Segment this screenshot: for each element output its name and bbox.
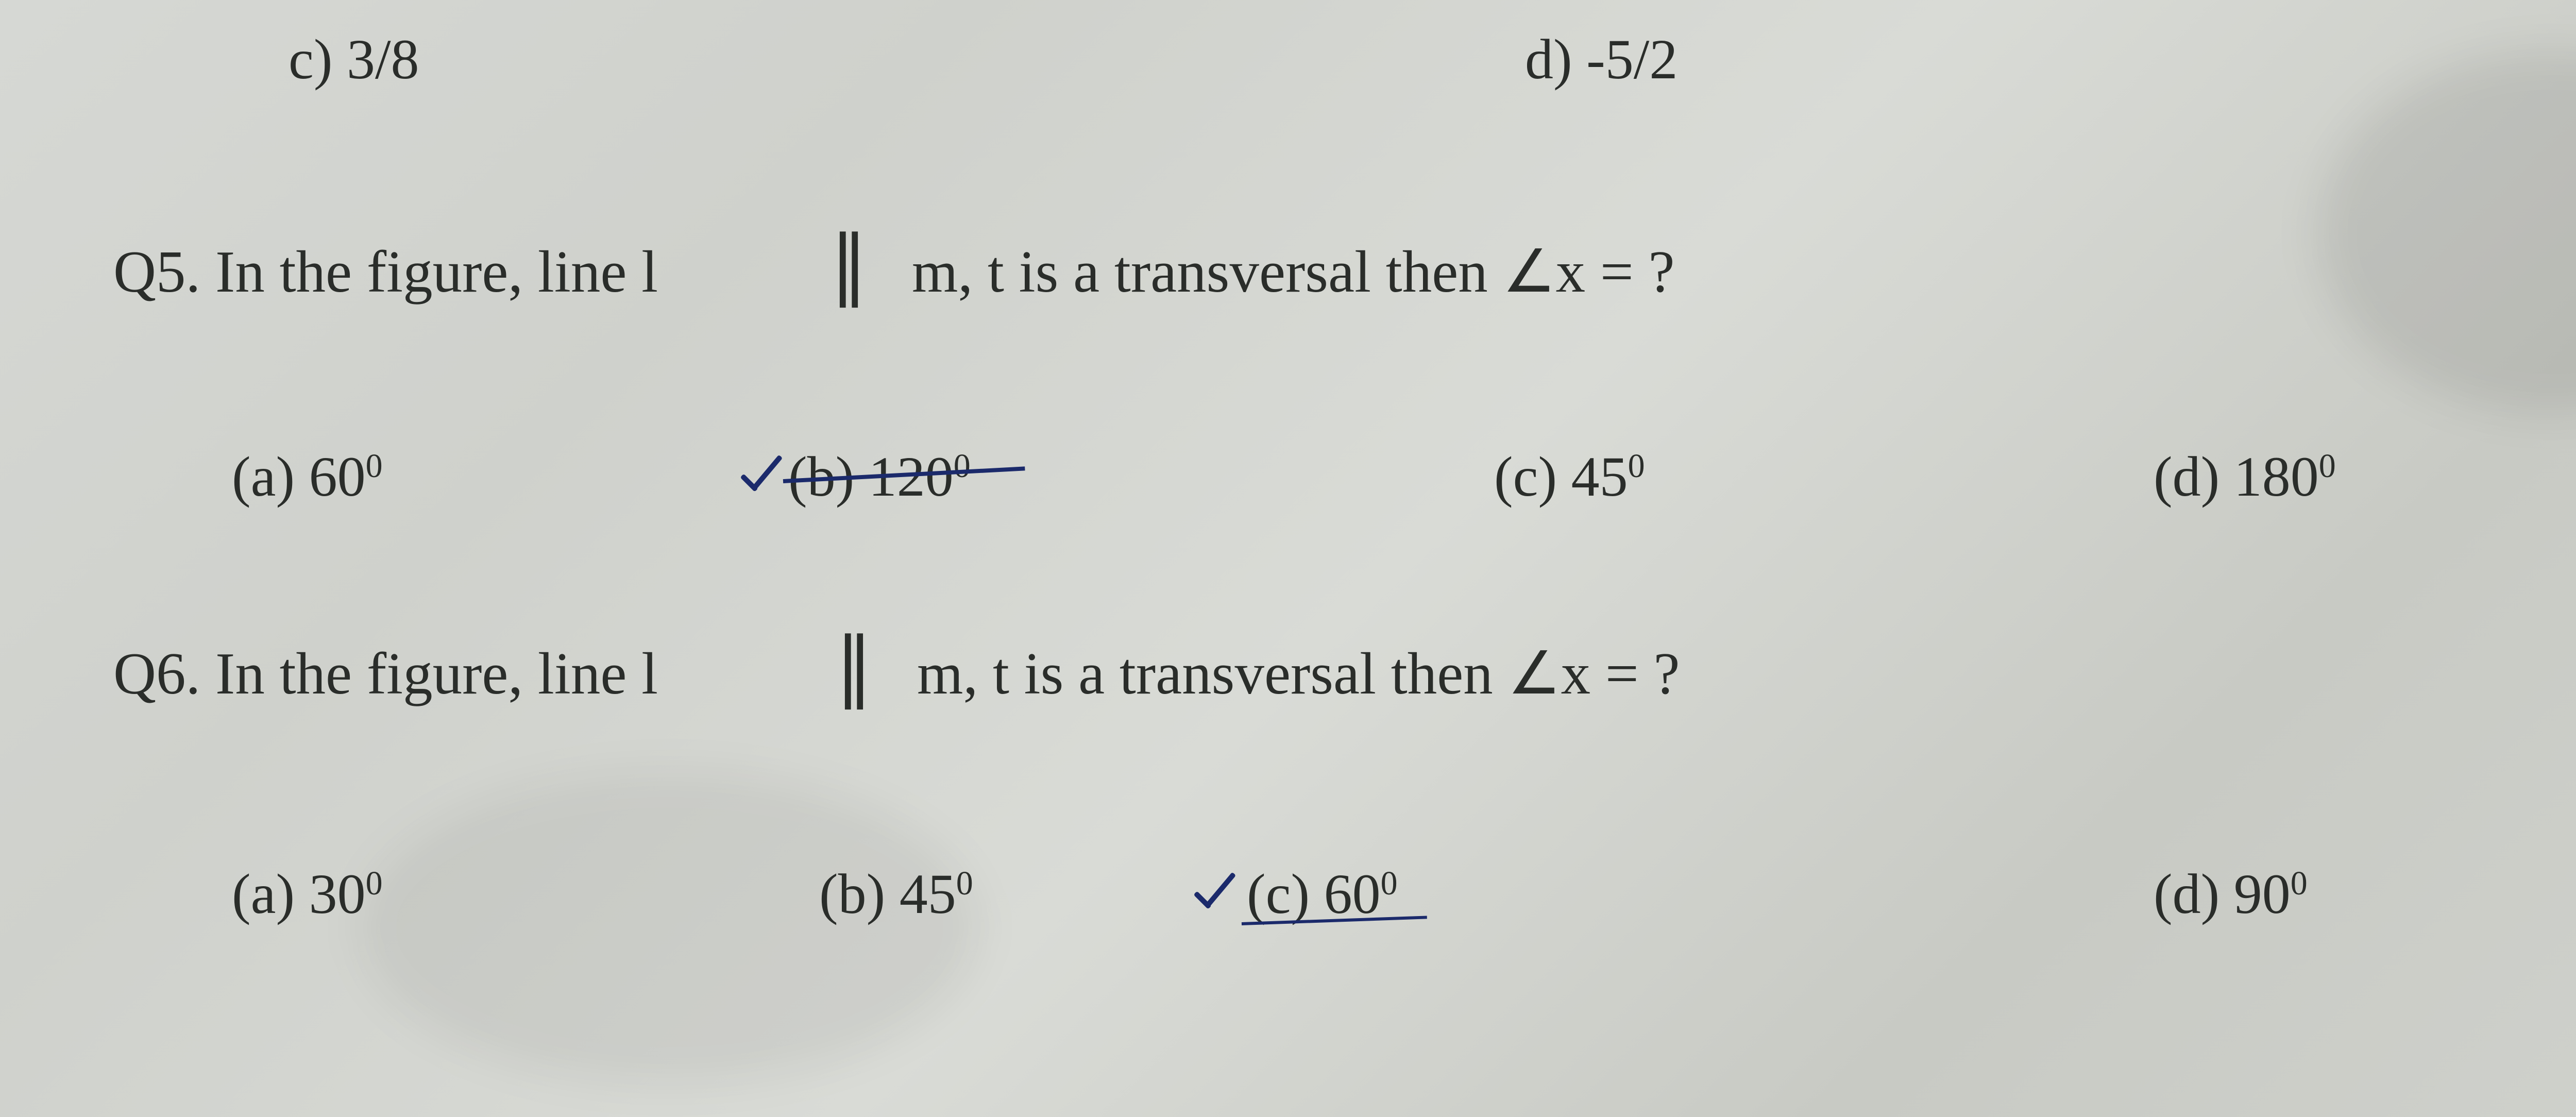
q6-option-a-sup: 0 bbox=[366, 865, 383, 902]
q6-option-c-tick bbox=[1195, 871, 1242, 907]
q5-prompt-suffix: m, t is a transversal then ∠x = ? bbox=[912, 242, 1675, 301]
q6-parallel-symbol: ∥ bbox=[835, 629, 873, 706]
q5-option-a: (a) 600 bbox=[232, 448, 383, 505]
q6-option-d-label: (d) 90 bbox=[2154, 862, 2291, 925]
q6-prompt-prefix: Q6. In the figure, line l bbox=[113, 644, 658, 703]
prev-option-d: d) -5/2 bbox=[1525, 31, 1677, 88]
q5-option-b-tick bbox=[742, 453, 788, 489]
q5-option-c-sup: 0 bbox=[1628, 447, 1645, 485]
q6-option-a: (a) 300 bbox=[232, 866, 383, 922]
q5-prompt-prefix: Q5. In the figure, line l bbox=[113, 242, 658, 301]
q5-option-c: (c) 450 bbox=[1494, 448, 1645, 505]
q6-option-b: (b) 450 bbox=[819, 866, 973, 922]
prev-option-c: c) 3/8 bbox=[289, 31, 419, 88]
q5-option-c-label: (c) 45 bbox=[1494, 445, 1628, 508]
q5-option-b-sup: 0 bbox=[954, 447, 971, 485]
q6-option-b-sup: 0 bbox=[956, 865, 973, 902]
q5-option-d-sup: 0 bbox=[2319, 447, 2336, 485]
q6-option-a-label: (a) 30 bbox=[232, 862, 366, 925]
q6-option-c: (c) 600 bbox=[1247, 866, 1398, 922]
q6-option-b-label: (b) 45 bbox=[819, 862, 956, 925]
q6-option-c-label: (c) 60 bbox=[1247, 862, 1381, 925]
q6-option-d: (d) 900 bbox=[2154, 866, 2308, 922]
q6-option-c-sup: 0 bbox=[1381, 865, 1398, 902]
q5-parallel-symbol: ∥ bbox=[829, 227, 868, 304]
q5-option-a-sup: 0 bbox=[366, 447, 383, 485]
q5-option-a-label: (a) 60 bbox=[232, 445, 366, 508]
q6-prompt-suffix: m, t is a transversal then ∠x = ? bbox=[917, 644, 1680, 703]
q5-option-d: (d) 1800 bbox=[2154, 448, 2336, 505]
q5-option-d-label: (d) 180 bbox=[2154, 445, 2319, 508]
q6-option-d-sup: 0 bbox=[2291, 865, 2308, 902]
